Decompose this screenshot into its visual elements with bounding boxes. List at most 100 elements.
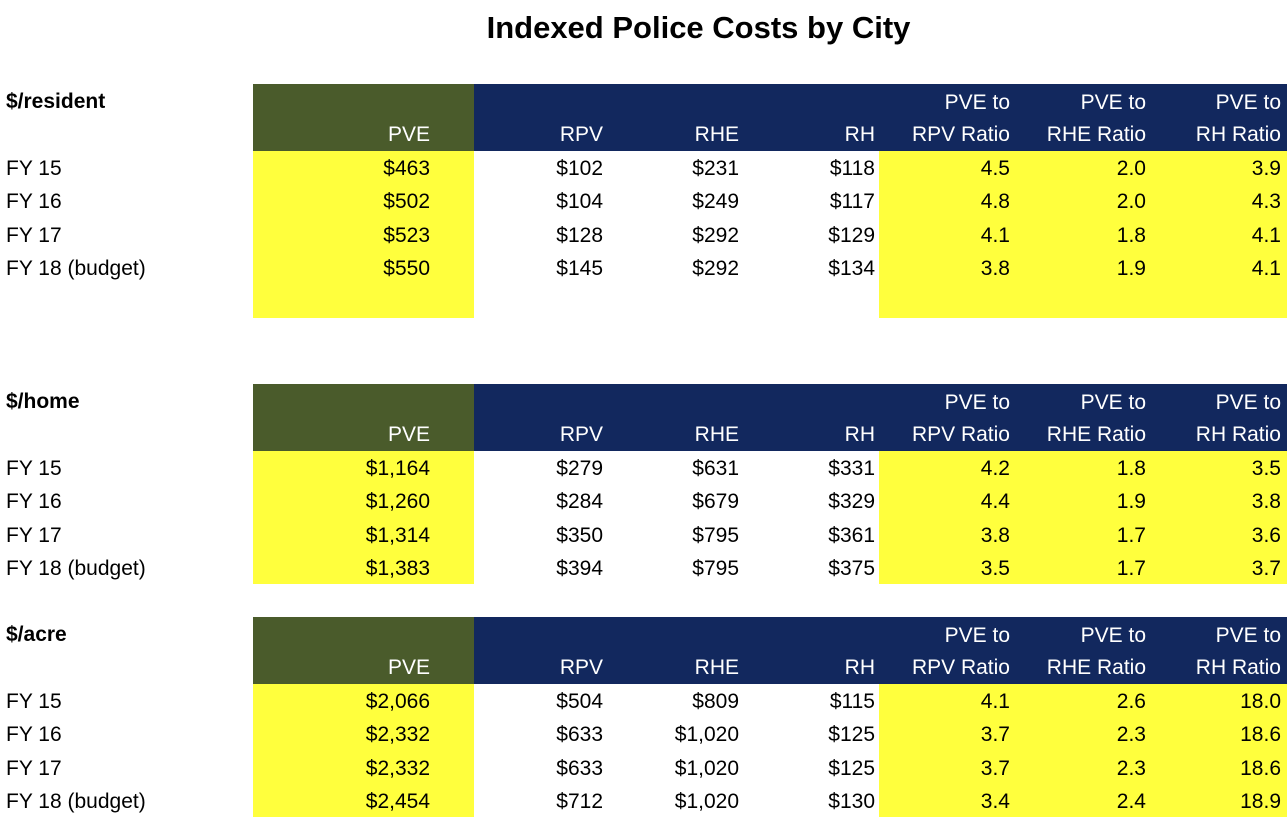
cell-rpv: $504 bbox=[556, 689, 603, 713]
cell-rpv: $712 bbox=[556, 790, 603, 813]
row-label: FY 16 bbox=[6, 723, 62, 747]
cell-pve: $550 bbox=[383, 257, 430, 280]
header-rhe: RHE bbox=[694, 123, 739, 147]
header-pve-to-rh-ratio-line1: PVE to bbox=[1215, 91, 1281, 114]
cell-pve-to-rpv-ratio: 3.7 bbox=[980, 723, 1010, 747]
cell-pve-to-rhe-ratio: 2.3 bbox=[1116, 756, 1146, 780]
header-pve-to-rpv-ratio-line1: PVE to bbox=[944, 391, 1010, 414]
header-rh: RH bbox=[844, 123, 875, 147]
cell-rhe: $795 bbox=[692, 557, 739, 580]
cell-pve-to-rpv-ratio: 4.5 bbox=[980, 156, 1010, 180]
header-pve-to-rpv-ratio: RPV Ratio bbox=[911, 123, 1010, 147]
cell-pve-to-rh-ratio: 4.3 bbox=[1251, 190, 1281, 214]
cell-pve: $502 bbox=[383, 190, 430, 214]
header-pve: PVE bbox=[387, 423, 430, 447]
cell-rpv: $394 bbox=[556, 557, 603, 580]
cell-rpv: $633 bbox=[556, 723, 603, 747]
header-pve-to-rpv-ratio-line1: PVE to bbox=[944, 91, 1010, 114]
cell-rh: $115 bbox=[829, 689, 875, 713]
header-rhe: RHE bbox=[694, 656, 739, 680]
header-pve-to-rpv-ratio: RPV Ratio bbox=[911, 423, 1010, 447]
cell-pve: $1,314 bbox=[365, 523, 430, 547]
cell-pve-to-rhe-ratio: 1.8 bbox=[1116, 456, 1146, 480]
row-label: FY 18 (budget) bbox=[6, 790, 146, 813]
cell-pve-to-rhe-ratio: 2.0 bbox=[1116, 156, 1146, 180]
ratio-highlight-band bbox=[879, 150, 1287, 318]
cell-pve: $1,260 bbox=[365, 490, 430, 514]
ratio-highlight-band bbox=[879, 683, 1287, 818]
header-pve-to-rpv-ratio-line1: PVE to bbox=[944, 624, 1010, 647]
cell-rh: $375 bbox=[828, 557, 875, 580]
cell-rhe: $809 bbox=[692, 689, 739, 713]
cell-pve-to-rh-ratio: 3.8 bbox=[1251, 490, 1281, 514]
cell-rh: $125 bbox=[828, 723, 875, 747]
header-rpv: RPV bbox=[559, 656, 603, 680]
cell-rh: $329 bbox=[828, 490, 875, 514]
cell-rhe: $631 bbox=[692, 456, 739, 480]
cell-pve-to-rh-ratio: 18.6 bbox=[1240, 756, 1281, 780]
section-label: $/acre bbox=[6, 623, 67, 646]
cell-pve-to-rpv-ratio: 3.8 bbox=[980, 257, 1010, 280]
header-pve: PVE bbox=[387, 123, 430, 147]
cell-rhe: $292 bbox=[692, 223, 739, 247]
cell-rh: $118 bbox=[829, 156, 875, 180]
table-section: $/home PVE RPV RHE RH PVE to RPV Ratio PVE to RH… bbox=[0, 384, 1287, 585]
cell-pve-to-rpv-ratio: 4.8 bbox=[980, 190, 1010, 214]
header-rpv: RPV bbox=[559, 423, 603, 447]
header-pve-to-rhe-ratio-line1: PVE to bbox=[1080, 391, 1146, 414]
header-pve-to-rhe-ratio: RHE Ratio bbox=[1046, 423, 1146, 447]
row-label: FY 18 (budget) bbox=[6, 257, 146, 280]
cell-rhe: $249 bbox=[692, 190, 739, 214]
header-background bbox=[474, 84, 1287, 151]
header-pve-to-rh-ratio: RH Ratio bbox=[1195, 656, 1281, 680]
cell-rpv: $279 bbox=[556, 456, 603, 480]
cell-pve: $2,332 bbox=[365, 756, 430, 780]
header-pve-to-rhe-ratio: RHE Ratio bbox=[1046, 123, 1146, 147]
cell-pve-to-rpv-ratio: 4.1 bbox=[980, 223, 1010, 247]
header-pve-to-rhe-ratio: RHE Ratio bbox=[1046, 656, 1146, 680]
cell-rhe: $1,020 bbox=[674, 756, 739, 780]
cell-pve-to-rh-ratio: 3.6 bbox=[1251, 523, 1281, 547]
cell-rhe: $1,020 bbox=[674, 790, 739, 813]
cell-pve-to-rpv-ratio: 3.7 bbox=[980, 756, 1010, 780]
cell-rhe: $292 bbox=[692, 257, 739, 280]
header-rh: RH bbox=[844, 423, 875, 447]
header-rpv: RPV bbox=[559, 123, 603, 147]
header-pve-to-rh-ratio: RH Ratio bbox=[1195, 123, 1281, 147]
cell-rpv: $102 bbox=[556, 156, 603, 180]
section-label: $/home bbox=[6, 390, 80, 413]
cell-pve-to-rh-ratio: 3.5 bbox=[1251, 456, 1281, 480]
page-title: Indexed Police Costs by City bbox=[486, 10, 911, 45]
header-pve-to-rhe-ratio-line1: PVE to bbox=[1080, 624, 1146, 647]
cell-rh: $125 bbox=[828, 756, 875, 780]
pve-header-background bbox=[253, 384, 474, 451]
row-label: FY 16 bbox=[6, 490, 62, 514]
pve-header-background bbox=[253, 617, 474, 684]
cell-pve-to-rpv-ratio: 3.5 bbox=[980, 557, 1010, 580]
ratio-highlight-band bbox=[879, 450, 1287, 585]
cell-pve: $1,164 bbox=[365, 456, 430, 480]
pve-highlight-band bbox=[253, 450, 474, 585]
cell-rh: $361 bbox=[828, 523, 875, 547]
header-rh: RH bbox=[844, 656, 875, 680]
header-pve-to-rpv-ratio: RPV Ratio bbox=[911, 656, 1010, 680]
row-label: FY 17 bbox=[6, 223, 62, 247]
header-pve: PVE bbox=[387, 656, 430, 680]
cell-pve: $1,383 bbox=[365, 557, 430, 580]
cell-pve-to-rhe-ratio: 1.7 bbox=[1116, 557, 1146, 580]
cell-pve-to-rh-ratio: 18.0 bbox=[1240, 689, 1281, 713]
cell-pve-to-rhe-ratio: 1.8 bbox=[1116, 223, 1146, 247]
cell-pve-to-rpv-ratio: 3.8 bbox=[980, 523, 1010, 547]
cell-rhe: $795 bbox=[692, 523, 739, 547]
cell-rpv: $633 bbox=[556, 756, 603, 780]
pve-header-background bbox=[253, 84, 474, 151]
cell-pve-to-rhe-ratio: 2.4 bbox=[1116, 790, 1146, 813]
cell-pve-to-rh-ratio: 3.9 bbox=[1251, 156, 1281, 180]
cell-pve-to-rhe-ratio: 1.9 bbox=[1116, 257, 1146, 280]
header-pve-to-rh-ratio: RH Ratio bbox=[1195, 423, 1281, 447]
cell-pve-to-rhe-ratio: 2.6 bbox=[1116, 689, 1146, 713]
cell-rpv: $128 bbox=[556, 223, 603, 247]
cell-rhe: $679 bbox=[692, 490, 739, 514]
cell-rh: $134 bbox=[828, 257, 875, 280]
header-rhe: RHE bbox=[694, 423, 739, 447]
